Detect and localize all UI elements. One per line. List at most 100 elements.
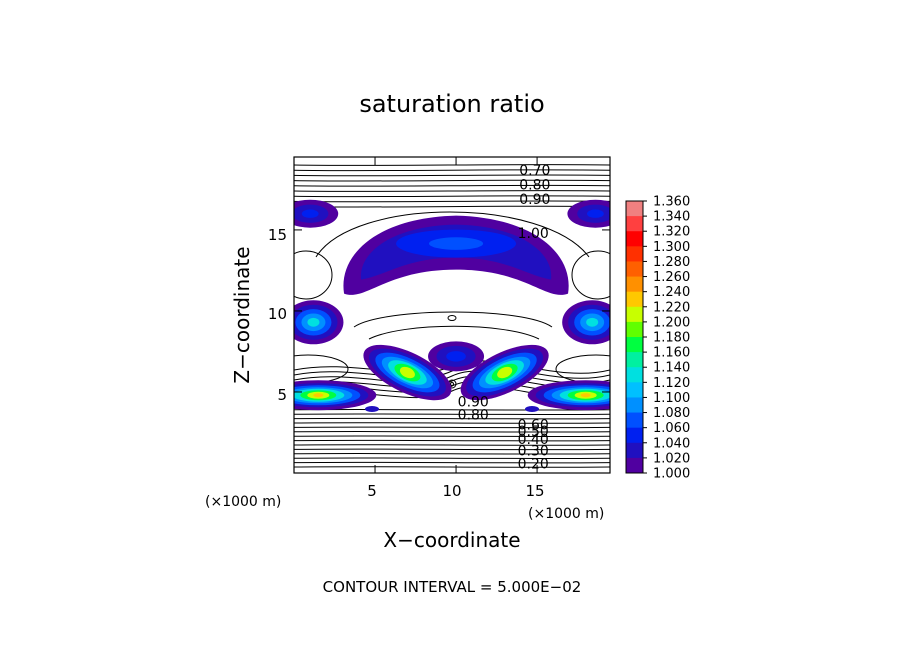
colorbar-tick-label: 1.140: [653, 361, 690, 376]
contour-label: 0.90: [519, 192, 550, 208]
colorbar-tick-label: 1.300: [653, 240, 690, 255]
colorbar-tick-label: 1.120: [653, 376, 690, 391]
contour-label: 0.20: [518, 456, 549, 472]
contour-line: [294, 435, 610, 437]
colorbar-tick-label: 1.160: [653, 346, 690, 361]
contour-interval-note: CONTOUR INTERVAL = 5.000E−02: [323, 578, 582, 596]
x-axis-label: X−coordinate: [383, 528, 520, 552]
axis-ticks: [294, 157, 610, 473]
colorbar-tick-label: 1.260: [653, 270, 690, 285]
contour-label: 0.90: [458, 395, 489, 411]
colorbar: [626, 201, 643, 474]
colorbar-tick-label: 1.060: [653, 421, 690, 436]
colorbar-segment: [626, 306, 643, 323]
colorbar-tick-label: 1.240: [653, 285, 690, 300]
contour-line: [294, 444, 610, 446]
contour-label: 0.80: [519, 178, 550, 194]
colorbar-segment: [626, 382, 643, 398]
contour-line: [294, 195, 610, 198]
colorbar-tick-label: 1.360: [653, 195, 690, 210]
contour-line: [294, 466, 610, 468]
colorbar-tick-label: 1.220: [653, 300, 690, 315]
contour-line: [294, 448, 610, 451]
supersaturation-lobe: [460, 344, 549, 401]
contour-line: [294, 370, 610, 384]
supersaturation-lobe: [363, 344, 452, 401]
contour-line: [294, 417, 610, 420]
contour-line: [294, 422, 610, 424]
contour-line: [450, 382, 454, 386]
lobe-layer: [497, 366, 513, 379]
contour-line: [294, 174, 610, 177]
colorbar-segment: [626, 442, 643, 459]
contour-line: [294, 439, 610, 442]
contour-line: [447, 315, 457, 321]
colorbar-tick-label: 1.000: [653, 467, 690, 482]
contour-label: 0.30: [518, 443, 549, 459]
small-blob: [365, 406, 379, 412]
y-axis-label: Z−coordinate: [230, 246, 254, 383]
x-unit-label: (×1000 m): [528, 506, 604, 522]
supersaturation-blob: [301, 209, 319, 218]
contour-line: [294, 426, 610, 429]
y-tick-label: 10: [268, 305, 287, 323]
contour-label: 0.70: [519, 163, 550, 179]
colorbar-segment: [626, 412, 643, 429]
contour-lines: [294, 164, 610, 468]
contour-line: [294, 453, 610, 455]
contour-line: [294, 354, 349, 384]
colorbar-segment: [626, 291, 643, 308]
colorbar-segment: [626, 321, 643, 338]
supersaturation-blob: [446, 351, 466, 362]
contour-line: [294, 409, 610, 411]
contour-line: [368, 325, 540, 340]
colorbar-tick-label: 1.020: [653, 451, 690, 466]
contour-line: [294, 200, 610, 203]
x-tick-label: 15: [525, 482, 544, 500]
filled-regions: [294, 199, 610, 412]
colorbar-segment: [626, 397, 643, 414]
colorbar-tick-label: 1.320: [653, 225, 690, 240]
supersaturation-blob: [429, 237, 484, 250]
colorbar-segment: [626, 352, 643, 368]
contour-line: [294, 457, 610, 459]
colorbar-tick-label: 1.040: [653, 436, 690, 451]
colorbar-segment: [626, 261, 643, 278]
chart-title: saturation ratio: [359, 90, 544, 118]
contour-line: [294, 179, 610, 182]
z-unit-label: (×1000 m): [205, 494, 281, 510]
lobe-layer: [399, 366, 415, 379]
contour-label: 0.50: [518, 424, 549, 440]
colorbar-segment: [626, 427, 643, 444]
colorbar-tick-label: 1.340: [653, 210, 690, 225]
contour-line: [294, 205, 610, 208]
colorbar-segment: [626, 246, 643, 262]
contour-line: [294, 431, 610, 433]
colorbar-labels: 1.3601.3401.3201.3001.2801.2601.2401.220…: [643, 195, 690, 482]
contour-line: [353, 311, 553, 328]
colorbar-segment: [626, 457, 643, 474]
colorbar-tick-label: 1.280: [653, 255, 690, 270]
colorbar-tick-label: 1.100: [653, 391, 690, 406]
contour-line: [555, 354, 610, 384]
contour-line: [571, 250, 610, 300]
contour-labels: 0.700.800.901.000.900.800.600.500.400.30…: [458, 163, 551, 472]
colorbar-tick-label: 1.080: [653, 406, 690, 421]
colorbar-tick-label: 1.200: [653, 315, 690, 330]
colorbar-segment: [626, 216, 643, 232]
colorbar-segment: [626, 367, 643, 383]
contour-label: 0.80: [458, 408, 489, 424]
side-lobe-layer: [580, 393, 591, 398]
contour-line: [294, 190, 610, 192]
contour-line: [294, 184, 610, 187]
contour-label: 1.00: [518, 226, 549, 242]
colorbar-segment: [626, 276, 643, 293]
x-tick-label: 5: [367, 482, 377, 500]
supersaturation-blob: [307, 317, 320, 327]
colorbar-tick-label: 1.180: [653, 331, 690, 346]
contour-line: [294, 461, 610, 464]
colorbar-segment: [626, 337, 643, 353]
contour-label: 0.40: [518, 432, 549, 448]
small-blob: [525, 406, 539, 412]
